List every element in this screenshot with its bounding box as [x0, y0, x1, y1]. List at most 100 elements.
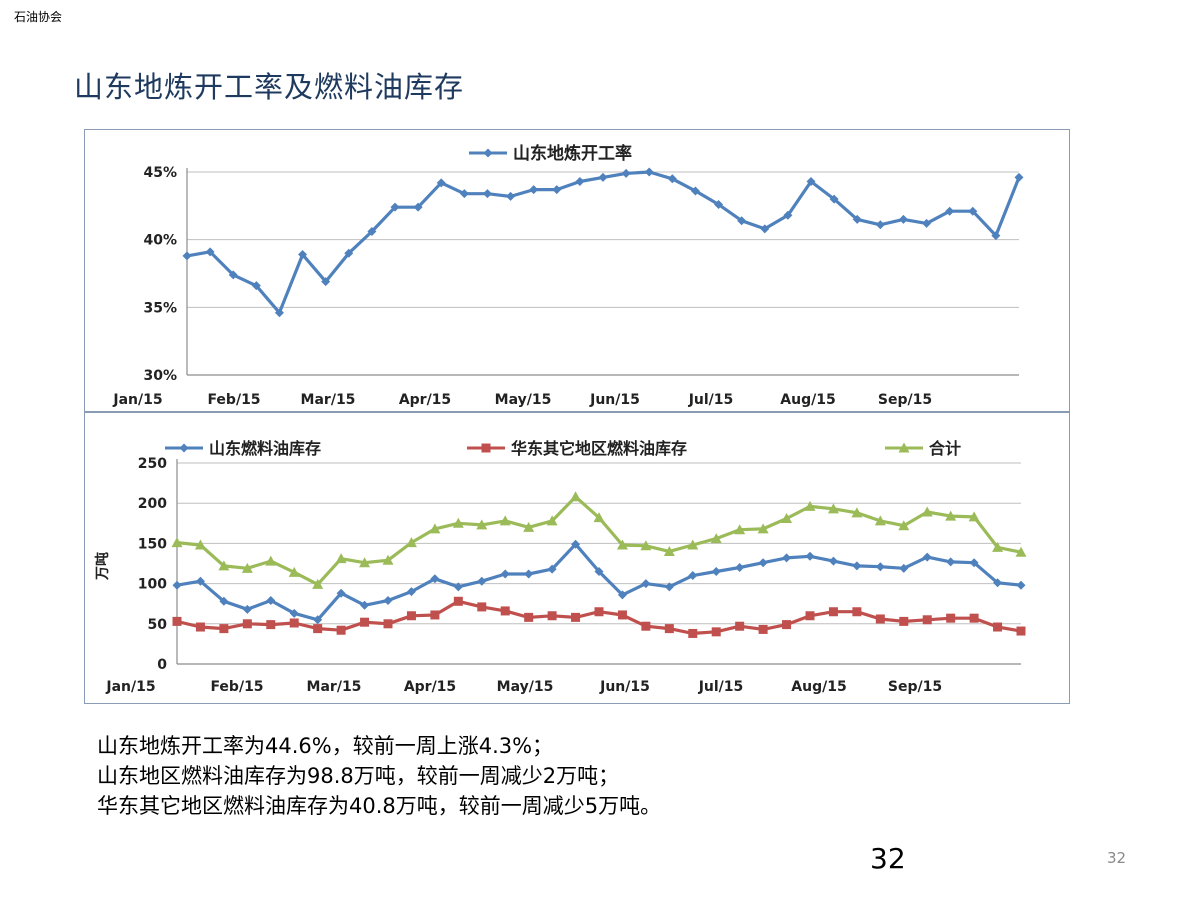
y-axis-label: 万吨	[94, 552, 111, 581]
data-point	[664, 624, 674, 634]
legend-label: 合计	[929, 439, 961, 458]
data-point	[667, 174, 677, 184]
data-point	[641, 579, 651, 589]
data-point	[195, 622, 205, 632]
data-point	[1014, 172, 1024, 182]
legend-entry: 华东其它地区燃料油库存	[467, 439, 687, 458]
series-1	[182, 167, 1024, 318]
data-point	[710, 533, 722, 544]
data-point	[805, 551, 815, 561]
data-point	[1015, 546, 1027, 557]
x-tick-label: Jun/15	[599, 679, 650, 695]
x-tick-label: May/15	[497, 679, 554, 695]
y-tick-label: 250	[138, 456, 167, 472]
data-point	[828, 607, 838, 617]
x-tick-label: Jul/15	[698, 679, 744, 695]
data-point	[690, 186, 700, 196]
data-point	[430, 574, 440, 584]
data-point	[344, 248, 354, 258]
data-point	[453, 596, 463, 606]
data-point	[852, 561, 862, 571]
data-point	[616, 539, 628, 550]
note-shandong-inventory: 山东地区燃料油库存为98.8万吨，较前一周减少2万吨；	[97, 764, 620, 788]
data-point	[969, 613, 979, 623]
x-tick-label: Apr/15	[404, 679, 456, 695]
data-point	[711, 627, 721, 637]
data-point	[266, 595, 276, 605]
y-tick-label: 40%	[143, 233, 177, 249]
data-point	[737, 216, 747, 226]
data-point	[500, 569, 510, 579]
data-point	[663, 545, 675, 556]
data-point	[874, 515, 886, 526]
y-tick-label: 0	[157, 657, 167, 673]
data-point	[335, 553, 347, 564]
data-point	[195, 576, 205, 586]
data-point	[298, 250, 308, 260]
x-tick-label: Jun/15	[589, 392, 640, 408]
data-point	[571, 612, 581, 622]
data-point	[805, 611, 815, 621]
data-point	[459, 189, 469, 199]
data-point	[430, 610, 440, 620]
data-point	[593, 512, 605, 523]
legend-entry: 山东燃料油库存	[165, 439, 321, 458]
data-point	[687, 539, 699, 550]
legend-marker	[898, 442, 910, 453]
data-point	[922, 615, 932, 625]
data-point	[644, 167, 654, 177]
data-point	[781, 512, 793, 523]
y-tick-label: 200	[138, 496, 167, 512]
series-1	[172, 539, 1026, 625]
x-tick-label: Mar/15	[307, 679, 362, 695]
data-point	[945, 206, 955, 216]
data-point	[946, 557, 956, 567]
legend-marker	[179, 443, 189, 453]
data-point	[758, 624, 768, 634]
y-tick-label: 30%	[143, 368, 177, 384]
data-point	[899, 563, 909, 573]
legend-label: 华东其它地区燃料油库存	[511, 439, 687, 458]
data-point	[664, 582, 674, 592]
data-point	[506, 191, 516, 201]
series-2	[172, 596, 1026, 638]
utilization-chart: 30% 35% 40% 45% Jan/15 Feb/15 Mar/15 Apr/15 May/…	[112, 143, 1024, 408]
corner-label: 石油协会	[14, 10, 63, 24]
data-point	[242, 604, 252, 614]
data-point	[922, 218, 932, 228]
x-tick-label: Aug/15	[780, 392, 835, 408]
data-point	[219, 596, 229, 606]
note-east-china-inventory: 华东其它地区燃料油库存为40.8万吨，较前一周减少5万吨。	[97, 794, 662, 818]
data-point	[336, 588, 346, 598]
data-point	[640, 540, 652, 551]
data-point	[641, 621, 651, 631]
data-point	[782, 620, 792, 630]
inventory-chart-frame: 0 50 100 150 200 250 Jan/15 Feb/15 Mar/15 Apr/15 M…	[84, 412, 1070, 704]
data-point	[598, 172, 608, 182]
data-point	[406, 587, 416, 597]
data-point	[228, 270, 238, 280]
data-point	[477, 576, 487, 586]
data-point	[757, 523, 769, 534]
data-point	[711, 567, 721, 577]
data-point	[182, 251, 192, 261]
data-point	[575, 176, 585, 186]
x-tick-label: Jan/15	[112, 392, 162, 408]
data-point	[429, 523, 441, 534]
data-point	[921, 506, 933, 517]
data-point	[500, 606, 510, 616]
data-point	[406, 611, 416, 621]
data-point	[436, 178, 446, 188]
data-point	[898, 520, 910, 531]
data-point	[571, 539, 581, 549]
data-point	[1016, 580, 1026, 590]
data-point	[783, 210, 793, 220]
y-tick-label: 50	[148, 617, 168, 633]
data-point	[313, 624, 323, 634]
legend-entry: 山东地炼开工率	[469, 143, 632, 164]
data-point	[875, 614, 885, 624]
data-point	[968, 511, 980, 522]
data-point	[288, 566, 300, 577]
data-point	[898, 214, 908, 224]
data-point	[453, 582, 463, 592]
